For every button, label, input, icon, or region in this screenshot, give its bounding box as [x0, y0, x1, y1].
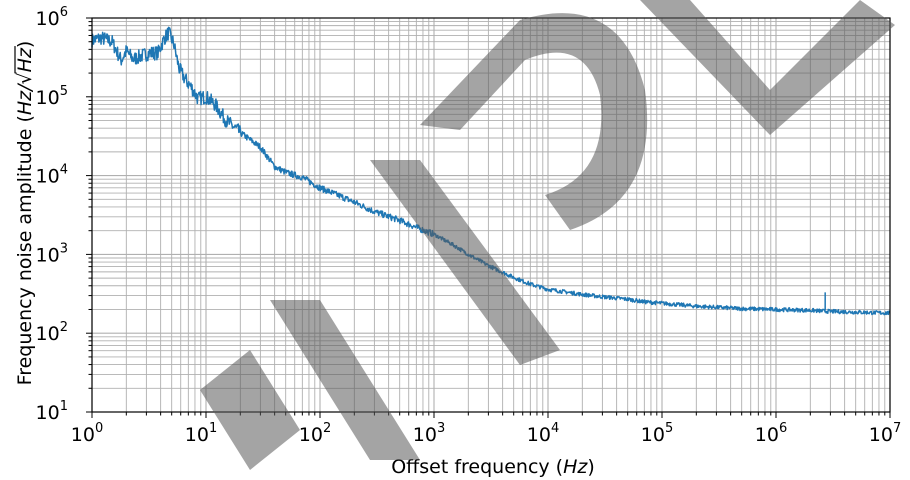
sqrt-symbol: √	[14, 71, 36, 84]
watermark-letter-m	[370, 160, 560, 365]
y-tick-label: 106	[36, 5, 68, 30]
x-tick-label: 107	[869, 421, 901, 446]
watermark-letter-p	[420, 13, 648, 231]
watermark-letter-l	[640, 0, 895, 135]
x-tick-label: 100	[71, 421, 103, 446]
x-tick-label: 102	[299, 421, 331, 446]
x-tick-label: 106	[755, 421, 787, 446]
x-tick-label: 101	[185, 421, 217, 446]
plot-frame	[91, 17, 891, 413]
y-tick-label: 101	[36, 399, 68, 424]
y-axis-label: Frequency noise amplitude (Hz/√Hz)	[14, 41, 36, 386]
y-tick-label: 103	[36, 241, 68, 266]
y-tick-label: 102	[36, 320, 68, 345]
sample-watermark	[200, 0, 895, 470]
x-tick-label: 104	[527, 421, 559, 446]
x-axis-label: Offset frequency (Hz)	[391, 456, 595, 478]
watermark-letter-s-lower	[200, 350, 300, 470]
x-tick-label: 103	[413, 421, 445, 446]
x-tick-labels: 100 101 102 103 104 105 106 107	[71, 421, 901, 446]
y-tick-label: 105	[36, 84, 68, 109]
y-tick-label: 104	[36, 163, 68, 188]
tick-marks	[86, 17, 891, 418]
svg-text:Frequency noise amplitude (Hz/: Frequency noise amplitude (Hz/√Hz)	[14, 41, 36, 386]
x-tick-label: 105	[641, 421, 673, 446]
y-tick-labels: 101 102 103 104 105 106	[36, 5, 68, 424]
watermark-letter-s	[270, 300, 420, 460]
